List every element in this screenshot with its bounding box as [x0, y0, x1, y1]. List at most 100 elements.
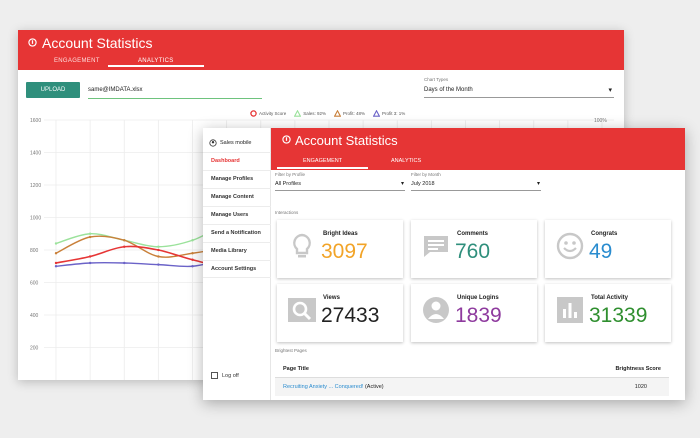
data-point[interactable] — [157, 263, 160, 266]
card-value: 49 — [589, 240, 613, 263]
main-panel: Account Statistics ENGAGEMENT ANALYTICS … — [271, 128, 685, 400]
data-point[interactable] — [123, 239, 126, 242]
sidebar-item-media-library[interactable]: Media Library — [203, 242, 271, 260]
chart-legend: Activity Score Sales: 92% Profit: 48% Pr… — [250, 110, 405, 117]
data-point[interactable] — [191, 239, 194, 242]
triangle-icon — [334, 110, 342, 117]
table-header: Page Title Brightness Score — [275, 358, 669, 378]
sidebar-item-manage-profiles[interactable]: Manage Profiles — [203, 170, 271, 188]
column-header-page-title[interactable]: Page Title — [283, 366, 309, 372]
table-row[interactable]: Recruiting Anxiety ... Conquered! (Activ… — [275, 378, 669, 396]
interactions-label: Interactions — [275, 210, 299, 215]
legend-label: Profit: 48% — [343, 111, 366, 116]
sidebar-brand: Sales mobile — [209, 139, 252, 147]
stat-card-congrats[interactable]: Congrats 49 — [545, 220, 671, 278]
search-icon — [288, 298, 316, 322]
card-value: 27433 — [321, 304, 380, 327]
data-point[interactable] — [191, 252, 194, 255]
card-label: Bright Ideas — [323, 231, 358, 237]
stat-card-views[interactable]: Views 27433 — [277, 284, 403, 342]
data-point[interactable] — [157, 245, 160, 248]
logoff-button[interactable]: Log off — [211, 372, 239, 379]
bar-chart-icon — [557, 297, 583, 323]
logoff-icon — [211, 372, 218, 379]
circle-icon — [250, 110, 257, 117]
stat-card-total-activity[interactable]: Total Activity 31339 — [545, 284, 671, 342]
sidebar: Sales mobile Dashboard Manage Profiles M… — [203, 128, 271, 400]
data-point[interactable] — [191, 258, 194, 261]
data-point[interactable] — [54, 252, 58, 255]
upload-button[interactable]: UPLOAD — [26, 82, 80, 98]
card-value: 1839 — [455, 304, 502, 327]
legend-item[interactable]: Sales: 92% — [294, 110, 326, 117]
tab-engagement[interactable]: ENGAGEMENT — [276, 158, 369, 169]
data-point[interactable] — [54, 265, 58, 268]
sidebar-item-dashboard[interactable]: Dashboard — [203, 152, 271, 170]
sidebar-item-manage-users[interactable]: Manage Users — [203, 206, 271, 224]
data-point[interactable] — [123, 245, 126, 248]
tab-analytics[interactable]: ANALYTICS — [391, 158, 422, 164]
page-title: Account Statistics — [295, 133, 398, 148]
y-tick-label: 1000 — [30, 216, 41, 222]
y-tick-label: 400 — [30, 313, 39, 319]
tab-engagement[interactable]: ENGAGEMENT — [54, 58, 100, 64]
dropdown-arrow-icon: ▾ — [400, 181, 404, 187]
smiley-icon — [556, 232, 584, 260]
data-point[interactable] — [88, 235, 92, 239]
card-value: 3097 — [321, 240, 368, 263]
filter-month-value: July 2018 — [411, 181, 435, 187]
file-name-field[interactable]: same@IMDATA.xlsx — [88, 85, 262, 99]
sidebar-item-account-settings[interactable]: Account Settings — [203, 260, 271, 278]
card-value: 31339 — [589, 304, 648, 327]
sidebar-item-send-notification[interactable]: Send a Notification — [203, 224, 271, 242]
legend-item[interactable]: Profit 3: 1% — [373, 110, 405, 117]
legend-label: Activity Score — [259, 111, 287, 116]
page-link[interactable]: Recruiting Anxiety ... Conquered! — [283, 384, 364, 390]
chart-types-value: Days of the Month — [424, 87, 473, 93]
stat-card-bright-ideas[interactable]: Bright Ideas 3097 — [277, 220, 403, 278]
data-point[interactable] — [191, 265, 194, 268]
filter-profile-label: Filter by Profile — [275, 172, 306, 177]
page-title-cell: Recruiting Anxiety ... Conquered! (Activ… — [283, 384, 384, 390]
data-point[interactable] — [157, 248, 160, 252]
y-tick-label: 600 — [30, 281, 39, 287]
data-point[interactable] — [54, 242, 58, 245]
app-header: Account Statistics ENGAGEMENT ANALYTICS — [18, 30, 624, 70]
sidebar-item-manage-content[interactable]: Manage Content — [203, 188, 271, 206]
legend-item[interactable]: Activity Score — [250, 110, 286, 117]
page-status: (Active) — [364, 384, 384, 390]
stat-card-comments[interactable]: Comments 760 — [411, 220, 537, 278]
tab-analytics[interactable]: ANALYTICS — [108, 58, 203, 67]
dropdown-arrow-icon: ▾ — [608, 87, 612, 94]
y-tick-label: 1200 — [30, 183, 41, 189]
data-point[interactable] — [88, 232, 92, 235]
y-tick-label: 200 — [30, 346, 39, 352]
brand-icon — [209, 139, 217, 147]
brightest-pages-label: Brightest Pages — [275, 348, 307, 353]
triangle-icon — [294, 110, 302, 117]
legend-label: Profit 3: 1% — [382, 111, 406, 116]
brand-label: Sales mobile — [220, 140, 252, 146]
column-header-brightness-score[interactable]: Brightness Score — [615, 366, 661, 372]
user-icon — [423, 297, 449, 323]
card-label: Total Activity — [591, 295, 629, 301]
brightest-pages-table: Page Title Brightness Score Recruiting A… — [275, 358, 669, 396]
y-tick-label: 800 — [30, 248, 39, 254]
data-point[interactable] — [54, 261, 58, 265]
chart-types-select[interactable]: Days of the Month ▾ — [424, 85, 614, 98]
statistics-window: Sales mobile Dashboard Manage Profiles M… — [203, 128, 685, 400]
legend-item[interactable]: Profit: 48% — [334, 110, 365, 117]
stat-card-unique-logins[interactable]: Unique Logins 1839 — [411, 284, 537, 342]
card-label: Views — [323, 295, 340, 301]
filter-month-select[interactable]: July 2018 ▾ — [411, 179, 541, 191]
comment-icon — [424, 236, 448, 257]
brightness-score-cell: 1020 — [634, 384, 647, 390]
filter-profile-select[interactable]: All Profiles ▾ — [275, 179, 405, 191]
data-point[interactable] — [123, 261, 126, 265]
app-header: Account Statistics ENGAGEMENT ANALYTICS — [271, 128, 685, 170]
data-point[interactable] — [88, 255, 92, 258]
data-point[interactable] — [157, 255, 160, 258]
card-label: Comments — [457, 231, 489, 237]
data-point[interactable] — [88, 261, 92, 265]
filter-month-label: Filter by Month — [411, 172, 441, 177]
